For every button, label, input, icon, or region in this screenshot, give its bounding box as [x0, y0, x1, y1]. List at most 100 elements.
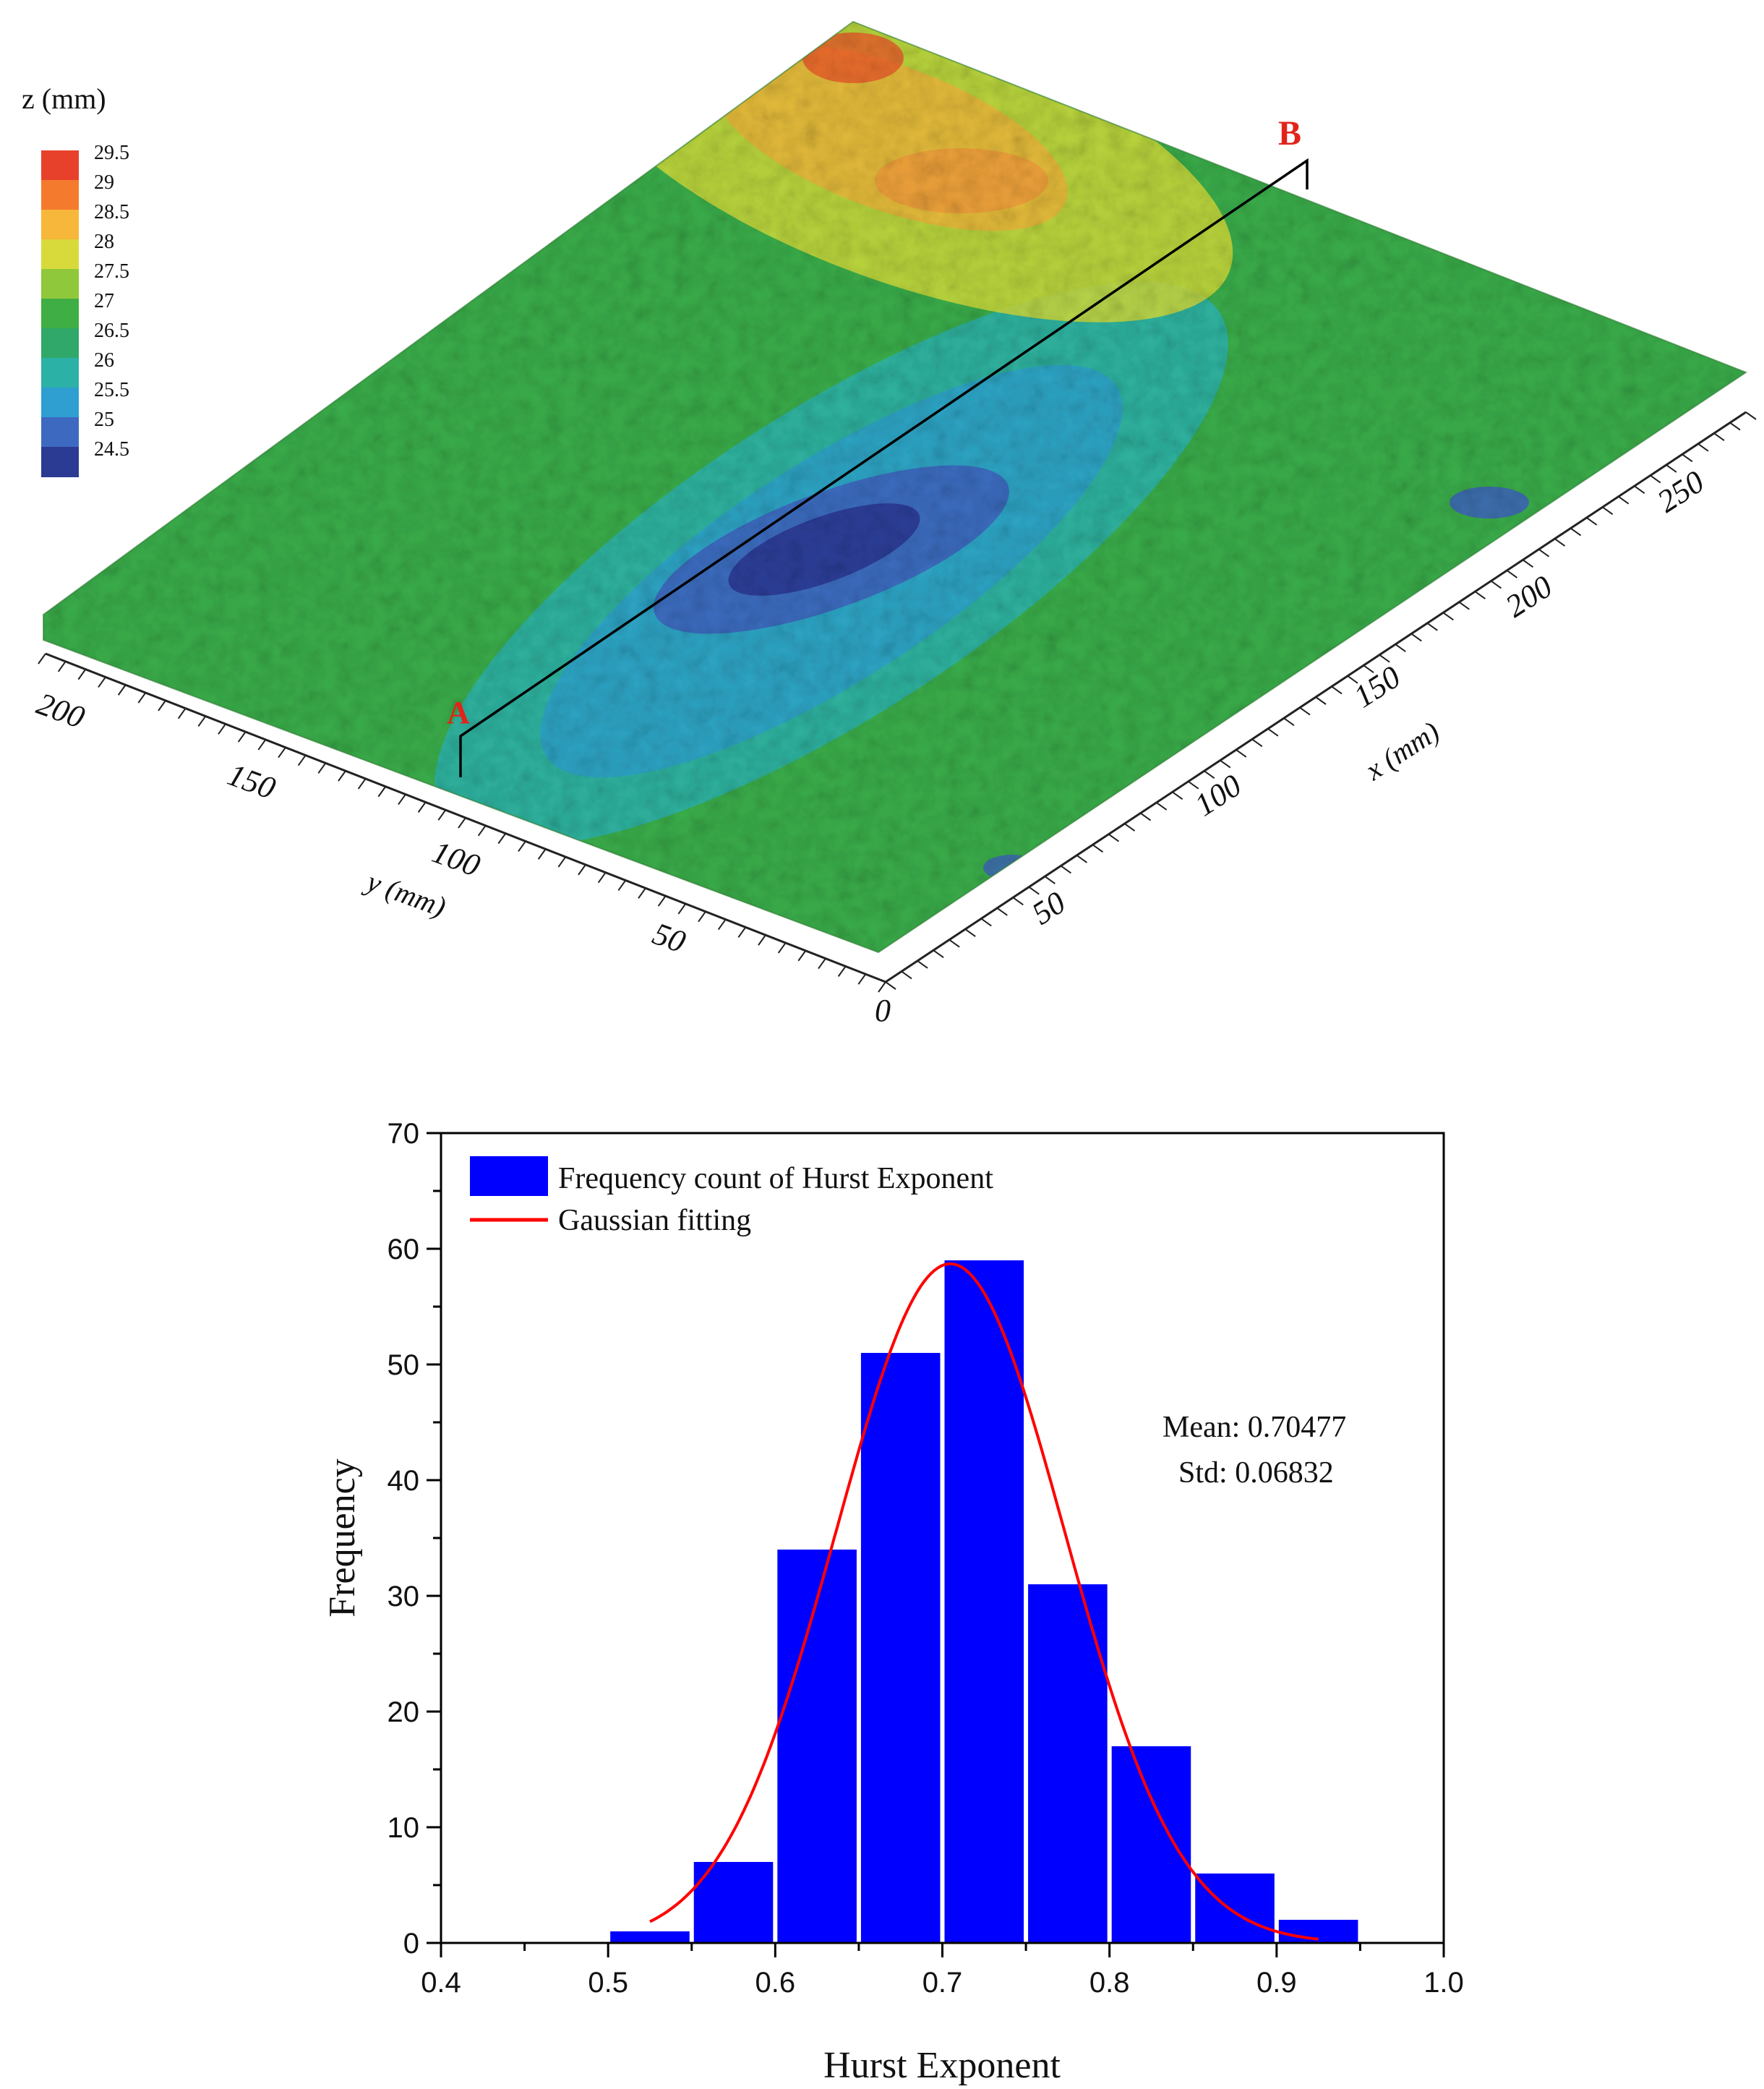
y-axis-tick	[758, 934, 766, 946]
x-axis-tick	[1060, 865, 1071, 874]
marker-a: A	[447, 695, 470, 730]
colorbar-swatch	[41, 388, 79, 418]
histogram: 0.4 0.5 0.6 0.7 0.8 0.9 1.0 0 10 20 30 40 50 60 70 Hur…	[322, 1118, 1464, 2086]
y-axis-tick	[398, 793, 406, 806]
histogram-bar	[1278, 1920, 1358, 1943]
y-axis-tick	[377, 786, 387, 798]
y-axis-tick	[677, 903, 687, 915]
x-axis-tick	[1044, 876, 1056, 884]
surface-region-red	[802, 33, 904, 83]
colorbar-swatch	[41, 180, 79, 210]
x-axis-tick	[1315, 696, 1327, 705]
x-axis-tick	[1586, 517, 1598, 526]
y-axis-tick	[98, 676, 106, 688]
histogram-bar	[693, 1862, 774, 1943]
histogram-bar	[1195, 1874, 1275, 1943]
x-axis-tick	[980, 918, 992, 927]
colorbar-label: 28	[94, 231, 114, 253]
x-axis-tick	[1251, 738, 1263, 748]
y-tick-label: 20	[388, 1696, 420, 1728]
x-axis-tick	[1682, 453, 1693, 463]
y-axis-tick	[357, 778, 367, 790]
y-axis-tick	[137, 692, 147, 704]
x-axis-tick	[1554, 538, 1566, 547]
y-axis-tick	[197, 715, 207, 727]
colorbar-label: 27.5	[94, 260, 129, 283]
y-axis-tick	[77, 669, 87, 680]
y-axis-tick	[617, 879, 627, 892]
x-axis-tick	[1204, 770, 1215, 779]
y-tick-label: 70	[388, 1118, 420, 1150]
y-axis-tick	[518, 840, 526, 853]
surface-outline	[43, 20, 1748, 954]
surface-region-orange2	[875, 148, 1048, 213]
y-axis-tick	[837, 965, 847, 977]
colorbar-label: 25	[94, 409, 114, 431]
x-axis-tick	[1108, 833, 1120, 842]
y-axis-tick	[578, 864, 586, 876]
x-tick-label: 0.9	[1256, 1967, 1297, 1999]
colorbar-label: 26	[94, 349, 114, 372]
x-axis-tick	[1379, 654, 1390, 663]
y-axis-tick	[158, 700, 166, 712]
y-tick-label: 200	[33, 685, 90, 735]
y-tick-label: 150	[223, 756, 281, 806]
surface	[43, 22, 1746, 952]
y-axis-tick	[557, 856, 567, 868]
legend-label-fit: Gaussian fitting	[558, 1204, 751, 1237]
x-axis-tick	[1506, 570, 1518, 578]
colorbar-swatch	[41, 269, 79, 299]
x-axis-tick	[1666, 464, 1677, 473]
y-axis-tick	[458, 817, 466, 829]
histogram-bar	[777, 1550, 857, 1943]
legend-swatch-bars	[470, 1156, 548, 1196]
x-tick-label: 0.8	[1089, 1967, 1130, 1999]
x-tick-label: 1.0	[1423, 1967, 1464, 1999]
x-axis-tick	[1092, 844, 1104, 853]
colorbar-label: 28.5	[94, 201, 129, 223]
x-axis-tick	[1745, 411, 1757, 420]
y-axis-tick	[537, 848, 547, 860]
y-axis-tick	[257, 739, 267, 751]
colorbar-label: 29.5	[94, 142, 129, 164]
x-axis-tick	[1618, 495, 1630, 505]
y-axis-tick	[497, 833, 507, 845]
x-axis-tick	[949, 939, 960, 948]
x-axis-tick	[1474, 591, 1486, 599]
mean-annotation: Mean: 0.70477	[1163, 1411, 1346, 1444]
y-axis-tick	[638, 887, 646, 899]
histogram-bar	[944, 1260, 1024, 1943]
plot-frame	[440, 1132, 1445, 1944]
x-axis-tick	[1634, 485, 1645, 494]
colorbar: z (mm) 29.5 29 28.5 28 27.5 27 26.5 26 25.5 25 24.…	[22, 82, 129, 477]
y-axis-3d: 200 150 100 50 y (mm) 0	[33, 652, 891, 1028]
x-axis-tick	[1267, 727, 1279, 737]
colorbar-label: 29	[94, 171, 114, 194]
gaussian-fit-curve	[649, 1262, 1319, 1941]
y-axis-title: Frequency	[322, 1458, 363, 1617]
histogram-bar	[610, 1931, 690, 1943]
y-tick-label: 0	[403, 1928, 419, 1960]
surface-region-blue-small	[1450, 487, 1529, 518]
x-axis-tick	[1156, 802, 1168, 811]
y-axis-tick	[177, 708, 187, 719]
x-axis-tick	[1602, 506, 1614, 516]
x-axis-tick	[1123, 823, 1136, 832]
y-axis-tick	[878, 981, 886, 993]
y-axis-tick	[857, 973, 867, 985]
x-axis-tick	[1570, 527, 1582, 537]
x-axis-tick	[1490, 580, 1502, 589]
x-axis-tick	[1028, 886, 1040, 895]
x-axis-tick	[1220, 759, 1231, 769]
y-axis-tick	[737, 926, 747, 938]
y-tick-label: 40	[388, 1465, 420, 1497]
y-axis-tick	[597, 872, 607, 884]
y-axis-tick	[777, 942, 787, 954]
y-axis-tick	[437, 809, 447, 821]
y-axis-tick	[317, 762, 327, 774]
y-axis-tick	[338, 770, 346, 782]
y-tick-label: 50	[648, 915, 690, 960]
x-axis-tick	[885, 981, 896, 990]
colorbar-swatch	[41, 358, 79, 388]
